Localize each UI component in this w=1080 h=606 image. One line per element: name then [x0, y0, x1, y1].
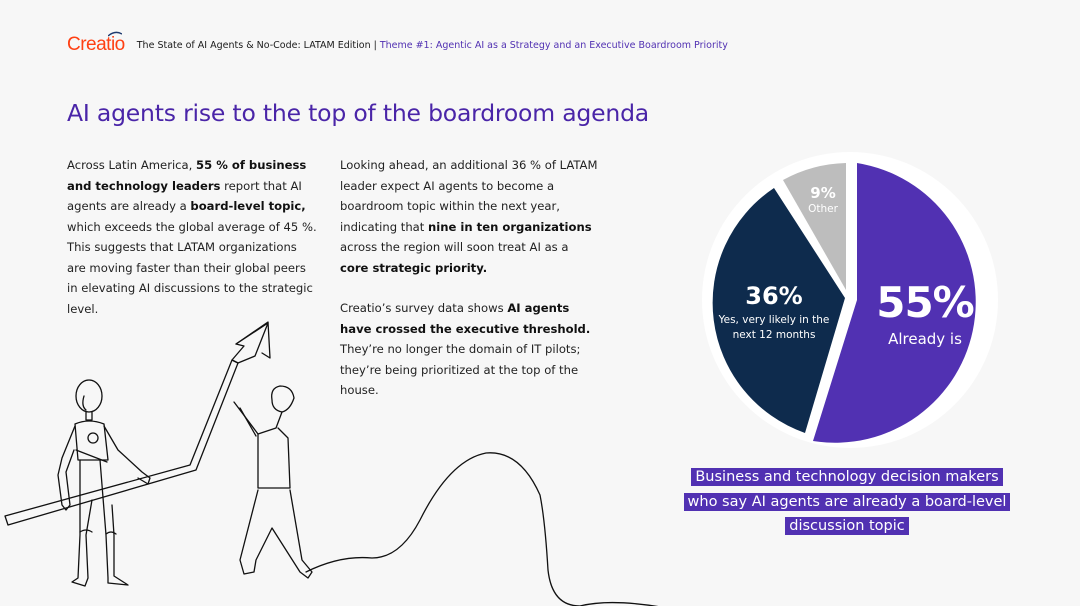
- chart-caption: Business and technology decision makers …: [670, 465, 1024, 539]
- pie-label-text: Other: [808, 203, 838, 215]
- pie-slice-next-12-months: [712, 188, 845, 433]
- creatio-logo: Creatio: [67, 31, 125, 55]
- theme-label: Theme #1: Agentic AI as a Strategy and a…: [379, 39, 728, 51]
- emphasis-text: nine in ten organizations: [428, 219, 592, 234]
- paragraph-executive-threshold: Creatio’s survey data shows AI agents ha…: [340, 298, 600, 401]
- emphasis-text: 55 % of business and technology leaders: [67, 158, 307, 193]
- caption-line: Business and technology decision makers: [691, 468, 1003, 486]
- page-title: AI agents rise to the top of the boardro…: [67, 99, 649, 127]
- emphasis-text: board-level topic,: [190, 199, 306, 213]
- body-column-right: Looking ahead, an additional 36 % of LAT…: [340, 155, 600, 401]
- body-text: They’re no longer the domain of IT pilot…: [340, 342, 581, 397]
- body-column-left: Across Latin America, 55 % of business a…: [67, 155, 317, 319]
- pie-slice-already-is: [813, 163, 976, 443]
- report-header: Creatio The State of AI Agents & No-Code…: [67, 31, 728, 55]
- pie-label-pct: 36%: [745, 282, 803, 310]
- header-separator: |: [373, 39, 377, 51]
- pie-label-pct: 9%: [810, 184, 836, 202]
- growth-arrow-icon: [4, 321, 271, 526]
- emphasis-text: core strategic priority.: [340, 260, 488, 275]
- body-text: Looking ahead, an additional 36 % of LAT…: [340, 158, 598, 234]
- caption-line: discussion topic: [785, 517, 909, 535]
- board-level-pie-chart: [702, 152, 998, 448]
- emphasis-text: AI agents have crossed the executive thr…: [340, 301, 591, 336]
- robot-and-person-pushing-arrow-illustration: [4, 321, 659, 606]
- pie-label-next-12-months: 36% Yes, very likely in the next 12 mont…: [714, 282, 834, 343]
- wavy-path-line: [305, 452, 659, 606]
- body-text: Creatio’s survey data shows: [340, 301, 508, 315]
- caption-line: who say AI agents are already a board-le…: [683, 492, 1011, 511]
- pie-slice-other: [783, 163, 846, 290]
- pie-label-text: Already is: [888, 330, 962, 349]
- robot-figure-icon: [57, 379, 151, 587]
- logo-text: Creatio: [67, 34, 125, 55]
- logo-swoosh-icon: [107, 31, 122, 37]
- paragraph-board-level: Across Latin America, 55 % of business a…: [67, 155, 317, 319]
- pie-label-text: Yes, very likely in the next 12 months: [718, 313, 830, 341]
- body-text: which exceeds the global average of 45 %…: [67, 219, 317, 316]
- body-text: across the region will soon treat AI as …: [340, 240, 569, 254]
- body-text: report that AI agents are already a: [67, 178, 302, 214]
- pie-label-pct: 55%: [876, 278, 975, 327]
- body-text: Across Latin America,: [67, 158, 197, 172]
- paragraph-looking-ahead: Looking ahead, an additional 36 % of LAT…: [340, 155, 600, 278]
- person-figure-icon: [233, 385, 313, 579]
- pie-label-already-is: 55% Already is: [870, 278, 980, 348]
- pie-label-other: 9% Other: [780, 184, 866, 216]
- report-title: The State of AI Agents & No-Code: LATAM …: [136, 39, 371, 51]
